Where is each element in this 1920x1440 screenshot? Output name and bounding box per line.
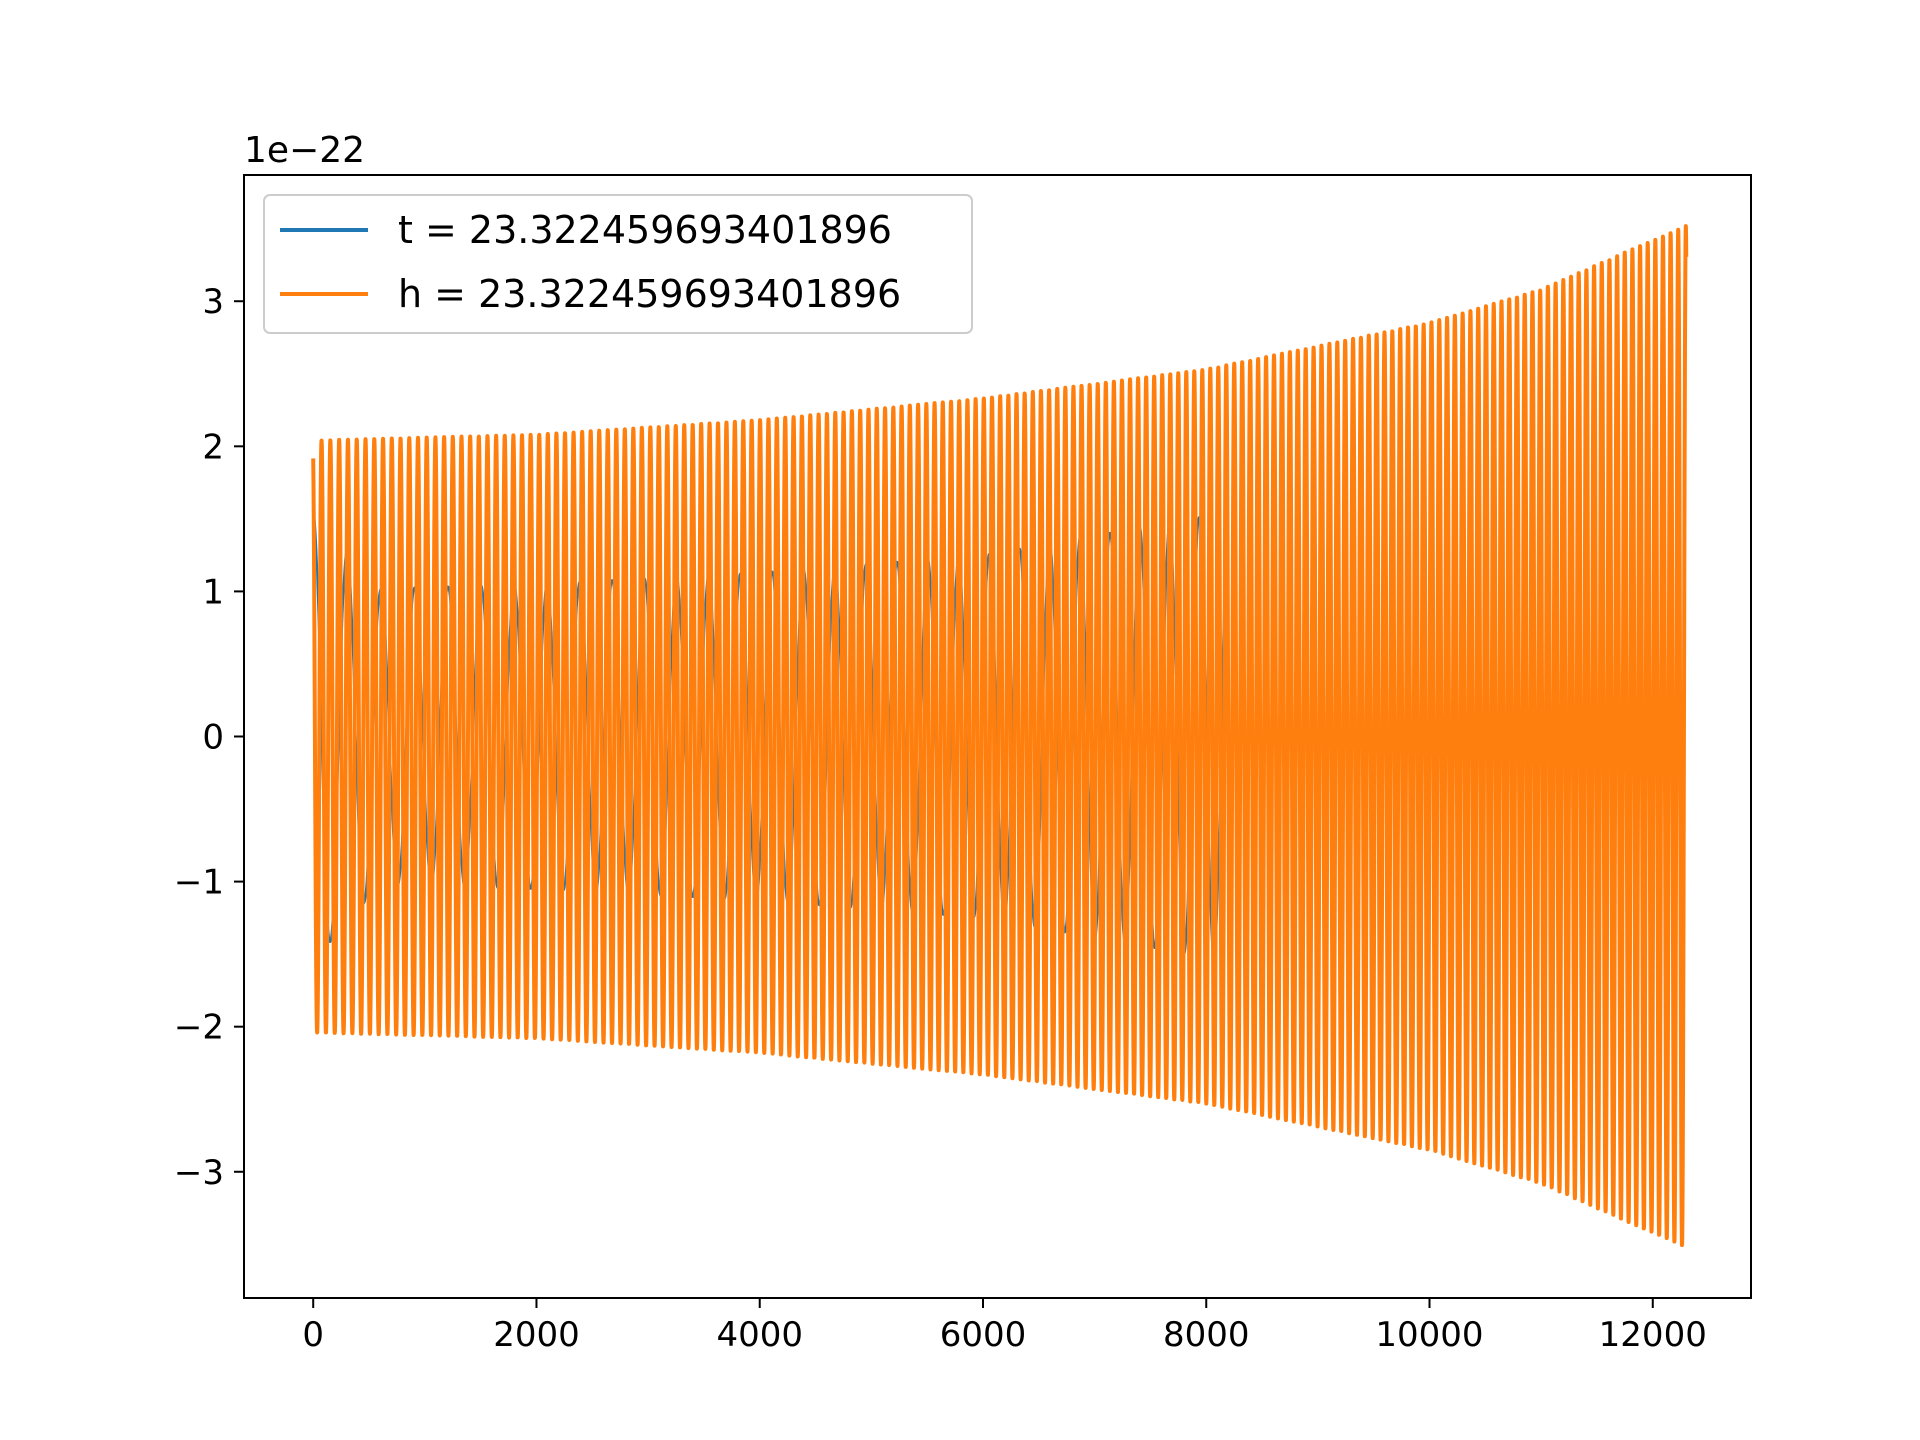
x-tick-label-5: 10000: [1375, 1315, 1483, 1355]
x-tick-label-2: 4000: [716, 1315, 803, 1355]
x-tick-label-0: 0: [302, 1315, 324, 1355]
y-axis: −3 −2 −1 0 1 2 3: [174, 282, 244, 1193]
y-offset-label: 1e−22: [244, 130, 365, 171]
y-tick-label-2: −1: [174, 863, 224, 903]
series-line-2: [311, 224, 1689, 1248]
legend: t = 23.322459693401896 h = 23.32245969340…: [263, 194, 973, 334]
y-tick-label-4: 1: [202, 572, 224, 612]
legend-box: [263, 194, 973, 334]
legend-label-1: t = 23.322459693401896: [398, 208, 892, 252]
y-tick-label-1: −2: [174, 1008, 224, 1048]
series-layer: [311, 224, 1689, 1248]
x-tick-label-1: 2000: [493, 1315, 580, 1355]
y-tick-label-0: −3: [174, 1153, 224, 1193]
y-tick-label-6: 3: [202, 282, 224, 322]
legend-label-2: h = 23.322459693401896: [398, 272, 901, 316]
x-axis: 0 2000 4000 6000 8000 10000 12000: [302, 1298, 1707, 1355]
x-tick-label-6: 12000: [1599, 1315, 1707, 1355]
x-tick-label-3: 6000: [940, 1315, 1027, 1355]
y-tick-label-5: 2: [202, 427, 224, 467]
x-tick-label-4: 8000: [1163, 1315, 1250, 1355]
y-tick-label-3: 0: [202, 718, 224, 758]
